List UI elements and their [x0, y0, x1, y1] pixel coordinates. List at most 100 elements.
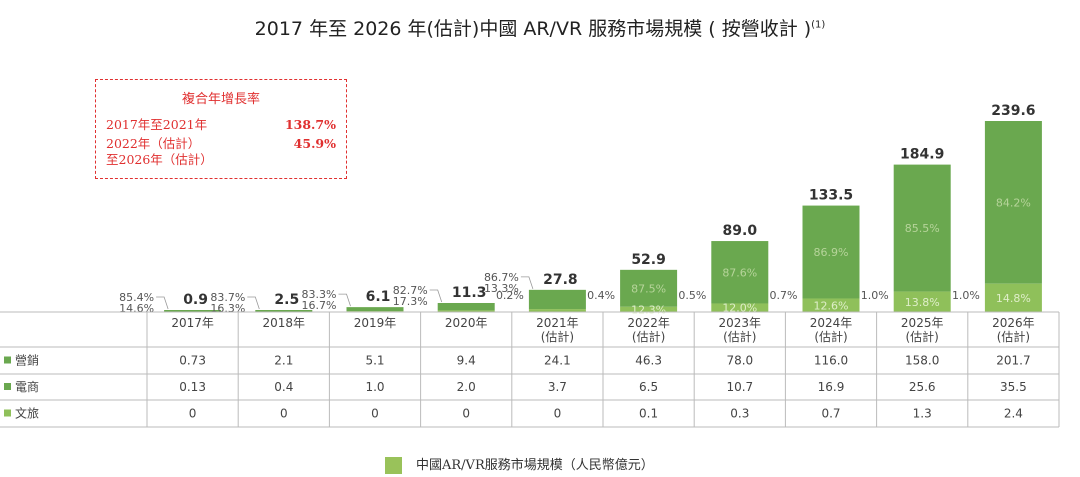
- share-label-marketing: 83.7%: [210, 291, 245, 304]
- share-label-ecommerce: 13.3%: [484, 282, 519, 295]
- table-cell: 116.0: [814, 354, 848, 368]
- share-label-marketing: 83.3%: [302, 288, 337, 301]
- row-swatch: [4, 409, 11, 417]
- table-cell: 6.5: [639, 380, 658, 394]
- table-cell: 1.3: [913, 407, 932, 421]
- bar-total-label: 133.5: [809, 188, 853, 204]
- cagr-row-label: 2017年至2021年: [106, 117, 208, 132]
- cagr-heading: 複合年增長率: [181, 92, 260, 107]
- cagr-row-value: 45.9%: [293, 136, 336, 151]
- bar-segment-ecommerce: [437, 310, 495, 312]
- row-swatch: [4, 383, 11, 390]
- share-label-marketing: 86.7%: [484, 271, 519, 284]
- table-cell: 0.7: [821, 407, 840, 421]
- leader-line: [247, 296, 260, 310]
- category-label: 2026年: [992, 316, 1035, 330]
- row-label: 電商: [15, 379, 39, 394]
- bar-segment-marketing: [620, 269, 678, 307]
- bar-segment-marketing: [711, 241, 769, 304]
- title-footnote-mark: (1): [811, 19, 826, 31]
- table-cell: 9.4: [457, 354, 476, 368]
- bar-segment-marketing: [802, 205, 860, 299]
- share-label-marketing: 87.6%: [722, 266, 757, 279]
- cagr-row-value: 138.7%: [284, 117, 336, 132]
- share-label-ecommerce: 14.8%: [996, 292, 1031, 305]
- share-label-marketing: 86.9%: [814, 246, 849, 259]
- category-label: 2017年: [171, 316, 214, 330]
- share-label-ecommerce: 12.6%: [814, 299, 849, 312]
- chart-title: 2017 年至 2026 年(估計)中國 AR/VR 服務市場規模 ( 按營收計…: [0, 14, 1080, 41]
- share-label-tourism: 0.7%: [770, 289, 798, 302]
- bar-segment-marketing: [984, 121, 1042, 284]
- share-label-ecommerce: 16.3%: [210, 302, 245, 315]
- bar-segment-ecommerce: [528, 309, 586, 312]
- share-label-tourism: 1.0%: [952, 289, 980, 302]
- chart-title-text: 2017 年至 2026 年(估計)中國 AR/VR 服務市場規模 ( 按營收計…: [254, 18, 812, 40]
- share-label-marketing: 82.7%: [393, 284, 428, 297]
- table-cell: 0.73: [179, 354, 206, 368]
- table-cell: 46.3: [635, 354, 662, 368]
- bar-segment-ecommerce: [620, 306, 678, 312]
- bar-segment-ecommerce: [893, 291, 951, 312]
- share-label-ecommerce: 14.6%: [119, 302, 154, 315]
- cagr-row-label: 2022年（估計） 至2026年（估計）: [106, 136, 213, 167]
- category-label: (估計): [906, 329, 939, 344]
- category-label: (估計): [632, 329, 665, 344]
- category-label: 2025年: [901, 316, 944, 330]
- category-label: (估計): [814, 329, 847, 344]
- share-label-marketing: 84.2%: [996, 196, 1031, 209]
- share-label-ecommerce: 12.0%: [722, 302, 757, 315]
- row-label: 文旅: [15, 406, 39, 421]
- share-label-marketing: 85.5%: [905, 222, 940, 235]
- table-cell: 16.9: [818, 380, 845, 394]
- table-cell: 0: [462, 407, 470, 421]
- category-label: 2023年: [719, 316, 762, 330]
- table-cell: 201.7: [996, 354, 1030, 368]
- leader-line: [520, 276, 534, 289]
- table-cell: 35.5: [1000, 380, 1027, 394]
- table-cell: 0: [371, 407, 379, 421]
- share-label-ecommerce: 17.3%: [393, 295, 428, 308]
- category-label: (估計): [997, 329, 1030, 344]
- bar-total-label: 6.1: [366, 289, 391, 305]
- bar-total-label: 89.0: [723, 223, 758, 239]
- bar-total-label: 11.3: [452, 285, 487, 301]
- share-label-tourism: 0.4%: [587, 289, 615, 302]
- table-cell: 25.6: [909, 380, 936, 394]
- table-cell: 1.0: [365, 380, 384, 394]
- table-cell: 78.0: [726, 354, 753, 368]
- legend-label: 中國AR/VR服務市場規模（人民幣億元）: [416, 458, 654, 473]
- share-label-tourism: 1.0%: [861, 289, 889, 302]
- table-cell: 2.0: [457, 380, 476, 394]
- table-cell: 2.1: [274, 354, 293, 368]
- bar-total-label: 239.6: [991, 103, 1035, 119]
- row-swatch: [4, 356, 11, 364]
- table-cell: 0.3: [730, 407, 749, 421]
- bar-segment-marketing: [893, 164, 951, 292]
- bar-total-label: 0.9: [183, 292, 208, 308]
- bar-total-label: 184.9: [900, 147, 944, 163]
- bar-total-label: 2.5: [274, 292, 299, 308]
- table-cell: 158.0: [905, 354, 939, 368]
- share-label-marketing: 85.4%: [119, 291, 154, 304]
- bar-segment-marketing: [528, 289, 586, 310]
- share-label-marketing: 87.5%: [631, 282, 666, 295]
- table-cell: 0: [280, 407, 288, 421]
- table-cell: 0: [554, 407, 562, 421]
- table-cell: 0.13: [179, 380, 206, 394]
- bar-total-label: 27.8: [543, 272, 578, 288]
- table-cell: 0.4: [274, 380, 293, 394]
- category-label: 2022年: [627, 316, 670, 330]
- leader-line: [429, 289, 443, 303]
- category-label: 2021年: [536, 316, 579, 330]
- category-label: (估計): [723, 329, 756, 344]
- row-label: 營銷: [15, 353, 39, 368]
- bar-total-label: 52.9: [631, 252, 666, 268]
- share-label-tourism: 0.2%: [496, 289, 524, 302]
- legend-swatch: [385, 457, 402, 474]
- cagr-box: 複合年增長率 2017年至2021年 138.7% 2022年（估計） 至202…: [95, 79, 347, 179]
- bar-segment-marketing: [346, 307, 404, 312]
- share-label-ecommerce: 16.7%: [302, 299, 337, 312]
- bar-segment-marketing: [437, 302, 495, 311]
